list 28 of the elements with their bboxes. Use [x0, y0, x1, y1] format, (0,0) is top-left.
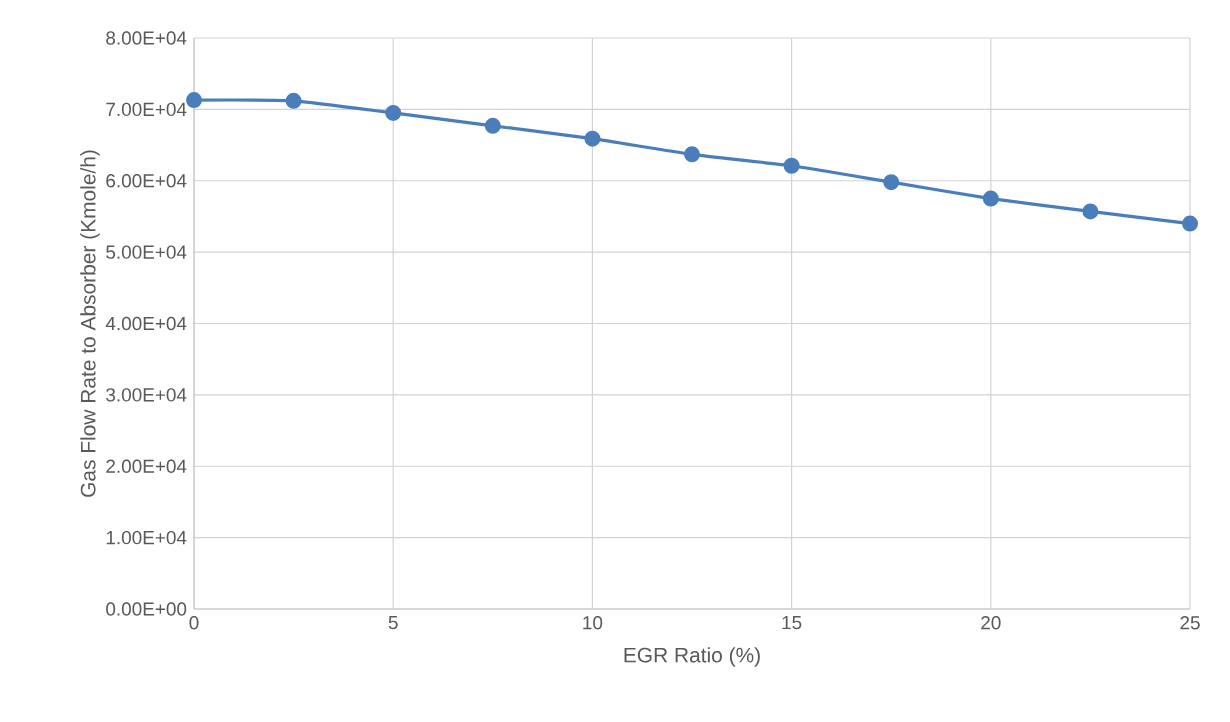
y-tick-label: 6.00E+04 — [106, 174, 187, 188]
point — [783, 157, 800, 174]
y-tick-label: 4.00E+04 — [105, 316, 187, 331]
x-axis-title: EGR Ratio (%) — [624, 647, 760, 667]
y-tick-label: 2.00E+04 — [106, 459, 187, 473]
x-tick-label: 15 — [782, 616, 802, 630]
point — [186, 92, 202, 109]
y-tick-label: 3.00E+04 — [106, 388, 187, 402]
point — [684, 146, 701, 163]
point — [584, 130, 601, 147]
point — [1182, 215, 1199, 232]
point — [484, 117, 501, 134]
x-tick-label: 20 — [981, 616, 1001, 630]
x-tick-label: 25 — [1180, 616, 1200, 630]
y-tick-label: 5.00E+04 — [106, 245, 187, 259]
y-tick-label: 0.00E+00 — [106, 602, 187, 616]
point — [285, 92, 302, 109]
x-tick-label: 5 — [388, 616, 398, 630]
y-axis-title: Gas Flow Rate to Absorber (Kmole/h) — [80, 150, 100, 497]
x-tick-label: 0 — [189, 616, 199, 630]
y-tick-label: 7.00E+04 — [106, 102, 187, 117]
y-tick-label: 8.00E+04 — [106, 31, 187, 45]
point — [1082, 203, 1099, 220]
point — [883, 174, 900, 191]
y-tick-label: 1.00E+04 — [106, 530, 187, 545]
point — [385, 104, 402, 121]
point — [982, 190, 999, 207]
x-tick-label: 10 — [583, 616, 603, 630]
